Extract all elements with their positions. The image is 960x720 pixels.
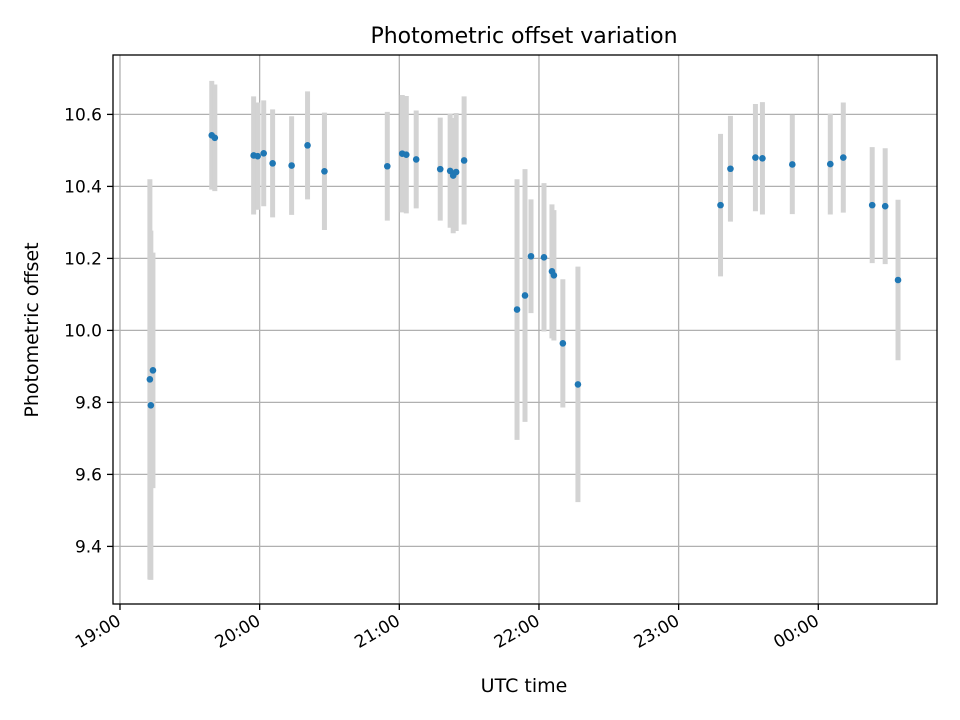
- data-point: [789, 161, 796, 168]
- data-point: [383, 162, 391, 170]
- data-point: [759, 155, 766, 162]
- data-point: [513, 306, 521, 313]
- x-axis-label: UTC time: [481, 675, 568, 697]
- data-point: [717, 201, 724, 209]
- y-tick-label: 9.6: [75, 465, 102, 485]
- y-tick-label: 10.2: [64, 249, 102, 269]
- data-point: [436, 165, 444, 173]
- data-point: [149, 367, 157, 374]
- y-tick-label: 10.4: [64, 177, 102, 197]
- data-point: [839, 154, 847, 161]
- plot-frame: [112, 54, 938, 605]
- data-point: [527, 252, 535, 260]
- data-point: [211, 134, 219, 142]
- data-point: [452, 168, 460, 176]
- data-point: [727, 165, 734, 173]
- y-tick-label: 10.0: [64, 321, 102, 341]
- data-point: [752, 154, 759, 161]
- data-point: [147, 401, 155, 409]
- data-point: [540, 254, 548, 261]
- y-tick-label: 10.6: [64, 105, 102, 125]
- data-point: [260, 149, 267, 157]
- data-point: [894, 276, 902, 284]
- data-point: [254, 152, 261, 160]
- data-point: [559, 340, 567, 347]
- data-point: [881, 202, 889, 210]
- y-axis-label: Photometric offset: [21, 242, 43, 417]
- data-point: [412, 156, 420, 163]
- data-point: [574, 381, 582, 388]
- data-point: [868, 201, 876, 209]
- data-point: [521, 292, 529, 299]
- data-point: [304, 142, 311, 149]
- data-point: [446, 167, 454, 175]
- data-point: [826, 160, 834, 168]
- data-point: [288, 162, 295, 169]
- y-tick-label: 9.8: [75, 393, 102, 413]
- data-point: [550, 272, 558, 279]
- data-point: [460, 157, 468, 164]
- data-points: [146, 131, 902, 409]
- data-point: [146, 376, 154, 383]
- data-point: [269, 160, 276, 167]
- chart-title: Photometric offset variation: [370, 24, 677, 49]
- data-point: [321, 167, 328, 175]
- y-tick-label: 9.4: [75, 537, 102, 557]
- data-point: [402, 151, 410, 159]
